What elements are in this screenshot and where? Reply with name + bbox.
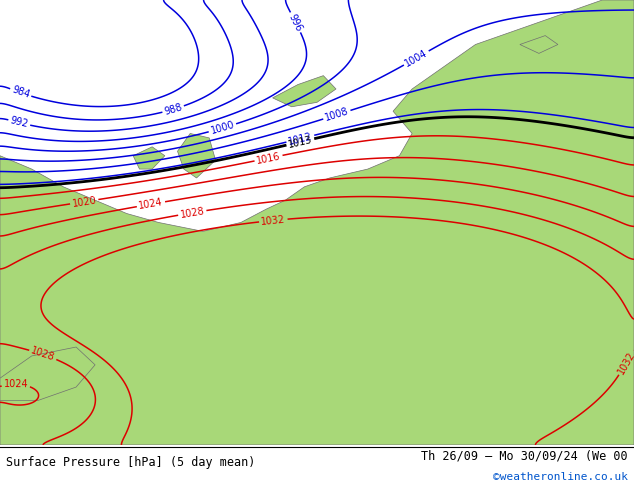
Text: 992: 992 [9, 116, 29, 130]
Text: 1004: 1004 [403, 48, 429, 69]
Text: 1012: 1012 [287, 131, 313, 147]
Text: ©weatheronline.co.uk: ©weatheronline.co.uk [493, 472, 628, 482]
Text: 1013: 1013 [287, 134, 313, 149]
Text: 1028: 1028 [179, 206, 205, 220]
Text: 1032: 1032 [616, 349, 634, 375]
Text: 1000: 1000 [209, 120, 236, 136]
Polygon shape [133, 147, 165, 169]
Text: 996: 996 [287, 12, 304, 33]
Polygon shape [520, 36, 558, 53]
Polygon shape [0, 0, 634, 445]
Text: 1024: 1024 [4, 379, 29, 390]
Polygon shape [0, 347, 95, 400]
Text: 1024: 1024 [138, 197, 164, 211]
Text: 988: 988 [163, 102, 183, 117]
Text: 1032: 1032 [261, 214, 286, 227]
Text: Th 26/09 – Mo 30/09/24 (We 00: Th 26/09 – Mo 30/09/24 (We 00 [421, 450, 628, 463]
Text: 1020: 1020 [71, 195, 97, 209]
Text: 1016: 1016 [256, 151, 281, 166]
Text: 984: 984 [10, 85, 31, 100]
Text: 1028: 1028 [30, 346, 56, 363]
Polygon shape [178, 133, 216, 178]
Polygon shape [273, 75, 336, 107]
Text: 1008: 1008 [324, 106, 350, 123]
Text: Surface Pressure [hPa] (5 day mean): Surface Pressure [hPa] (5 day mean) [6, 456, 256, 468]
